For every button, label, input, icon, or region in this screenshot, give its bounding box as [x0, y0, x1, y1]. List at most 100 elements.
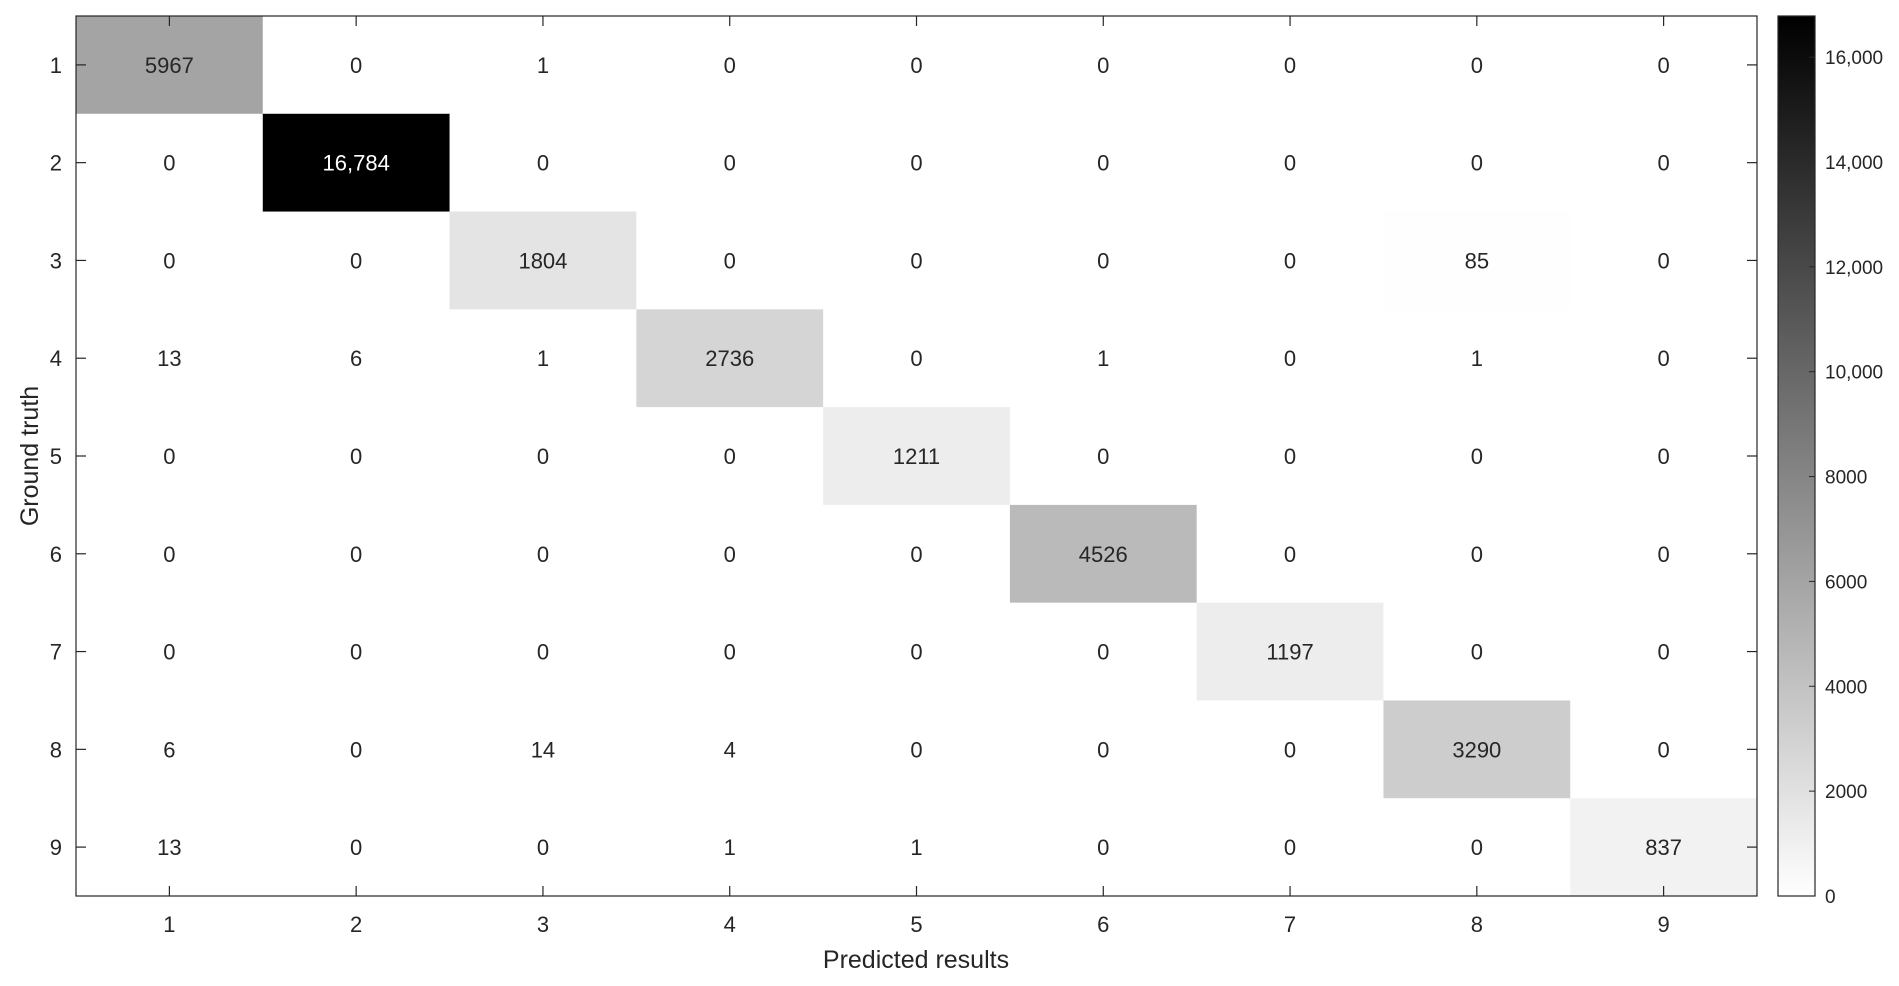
heatmap-cell-r4-c7 — [1196, 309, 1384, 408]
cell-value-label: 0 — [724, 248, 736, 273]
heatmap-cell-r9-c1 — [76, 798, 264, 897]
cell-value-label: 0 — [910, 640, 922, 665]
heatmap-cell-r2-c7 — [1196, 113, 1384, 213]
x-tick-label: 8 — [1471, 912, 1483, 937]
heatmap-cell-r1-c9 — [1570, 16, 1758, 115]
x-tick-label: 9 — [1657, 912, 1669, 937]
heatmap-cell-r7-c2 — [262, 602, 451, 701]
heatmap-cell-r5-c8 — [1383, 407, 1571, 506]
cell-value-label: 85 — [1465, 248, 1489, 273]
x-tick-label: 5 — [910, 912, 922, 937]
heatmap-cell-r1-c2 — [262, 16, 451, 115]
heatmap-cell-r9-c2 — [262, 798, 451, 897]
heatmap-cell-r5-c9 — [1570, 407, 1758, 506]
heatmap-cell-r5-c1 — [76, 407, 264, 506]
cell-value-label: 0 — [910, 737, 922, 762]
heatmap-cell-r9-c8 — [1383, 798, 1571, 897]
cell-value-label: 0 — [537, 151, 549, 176]
heatmap-cell-r2-c8 — [1383, 113, 1571, 213]
cell-value-label: 0 — [1657, 737, 1669, 762]
cell-value-label: 0 — [350, 542, 362, 567]
cell-value-label: 0 — [1284, 737, 1296, 762]
heatmap-cell-r7-c8 — [1383, 602, 1571, 701]
heatmap-cell-r9-c4 — [636, 798, 824, 897]
heatmap-cell-r6-c2 — [262, 504, 451, 604]
heatmap-cell-r8-c5 — [823, 700, 1011, 799]
heatmap-cell-r1-c7 — [1196, 16, 1384, 115]
cell-value-label: 0 — [1657, 248, 1669, 273]
y-axis-tick-labels: 1 2 3 4 5 6 7 8 9 — [50, 53, 62, 860]
cell-value-label: 0 — [350, 53, 362, 78]
heatmap-cell-r1-c6 — [1009, 16, 1198, 115]
colorbar-tick-label: 8000 — [1825, 468, 1867, 489]
cell-value-label: 16,784 — [323, 151, 390, 176]
heatmap-cells: 5967 0 1 0 0 0 0 0 0 0 16,784 0 0 0 0 0 0 0 0 0 1804 0 0 0 0 85 0 1… — [76, 16, 1758, 897]
cell-value-label: 0 — [1657, 542, 1669, 567]
colorbar-ticks: 0 2000 4000 6000 8000 10,000 12,000 14,000 16,00… — [1809, 48, 1883, 908]
heatmap-cell-r5-c5 — [823, 407, 1011, 506]
heatmap-cell-r3-c5 — [823, 211, 1011, 310]
cell-value-label: 0 — [1284, 542, 1296, 567]
heatmap-cell-r9-c5 — [823, 798, 1011, 897]
y-tick-label: 6 — [50, 542, 62, 567]
heatmap-cell-r2-c2 — [262, 113, 451, 213]
colorbar-tick-label: 6000 — [1825, 572, 1867, 593]
heatmap-cell-r8-c1 — [76, 700, 264, 799]
heatmap-cell-r5-c6 — [1009, 407, 1198, 506]
cell-value-label: 0 — [1657, 640, 1669, 665]
heatmap-cell-r6-c5 — [823, 504, 1011, 604]
cell-value-label: 4526 — [1079, 542, 1128, 567]
cell-value-label: 0 — [1471, 444, 1483, 469]
heatmap-cell-r8-c6 — [1009, 700, 1198, 799]
y-tick-label: 7 — [50, 640, 62, 665]
heatmap-cell-r4-c4 — [636, 309, 824, 408]
heatmap-cell-r3-c1 — [76, 211, 264, 310]
cell-value-label: 0 — [724, 151, 736, 176]
y-tick-label: 1 — [50, 53, 62, 78]
cell-value-label: 14 — [531, 737, 555, 762]
heatmap-cell-r4-c9 — [1570, 309, 1758, 408]
heatmap-cell-r8-c7 — [1196, 700, 1384, 799]
cell-value-label: 0 — [1657, 346, 1669, 371]
heatmap-cell-r4-c1 — [76, 309, 264, 408]
heatmap-cell-r2-c3 — [449, 113, 637, 213]
heatmap-cell-r7-c4 — [636, 602, 824, 701]
cell-value-label: 0 — [1471, 151, 1483, 176]
cell-value-label: 3290 — [1452, 737, 1501, 762]
cell-value-label: 2736 — [705, 346, 754, 371]
cell-value-label: 0 — [724, 53, 736, 78]
cell-value-label: 0 — [724, 444, 736, 469]
colorbar — [1777, 15, 1816, 897]
heatmap-cell-r1-c5 — [823, 16, 1011, 115]
heatmap-cell-r2-c4 — [636, 113, 824, 213]
cell-value-label: 0 — [910, 346, 922, 371]
heatmap-cell-r9-c3 — [449, 798, 637, 897]
heatmap-cell-r2-c1 — [76, 113, 264, 213]
heatmap-cell-r8-c8 — [1383, 700, 1571, 799]
heatmap-cell-r3-c4 — [636, 211, 824, 310]
cell-value-label: 0 — [350, 835, 362, 860]
heatmap-cell-r1-c4 — [636, 16, 824, 115]
heatmap-cell-r7-c6 — [1009, 602, 1198, 701]
cell-value-label: 0 — [350, 737, 362, 762]
cell-value-label: 1 — [537, 53, 549, 78]
cell-value-label: 1211 — [893, 444, 940, 469]
cell-value-label: 837 — [1645, 835, 1682, 860]
heatmap-cell-r9-c9 — [1570, 798, 1758, 897]
x-axis-label: Predicted results — [823, 946, 1009, 974]
heatmap-cell-r6-c4 — [636, 504, 824, 604]
heatmap-cell-r3-c2 — [262, 211, 451, 310]
cell-value-label: 0 — [1657, 444, 1669, 469]
cell-value-label: 1804 — [518, 248, 567, 273]
heatmap-cell-r6-c1 — [76, 504, 264, 604]
heatmap-cell-r8-c4 — [636, 700, 824, 799]
heatmap-cell-r7-c1 — [76, 602, 264, 701]
heatmap-cell-r6-c9 — [1570, 504, 1758, 604]
cell-value-label: 0 — [537, 542, 549, 567]
x-tick-label: 4 — [724, 912, 736, 937]
cell-value-label: 0 — [1097, 53, 1109, 78]
cell-value-label: 1 — [1097, 346, 1109, 371]
x-axis-tick-labels: 1 2 3 4 5 6 7 8 9 — [163, 912, 1669, 937]
heatmap-cell-r7-c5 — [823, 602, 1011, 701]
cell-value-label: 0 — [1097, 835, 1109, 860]
